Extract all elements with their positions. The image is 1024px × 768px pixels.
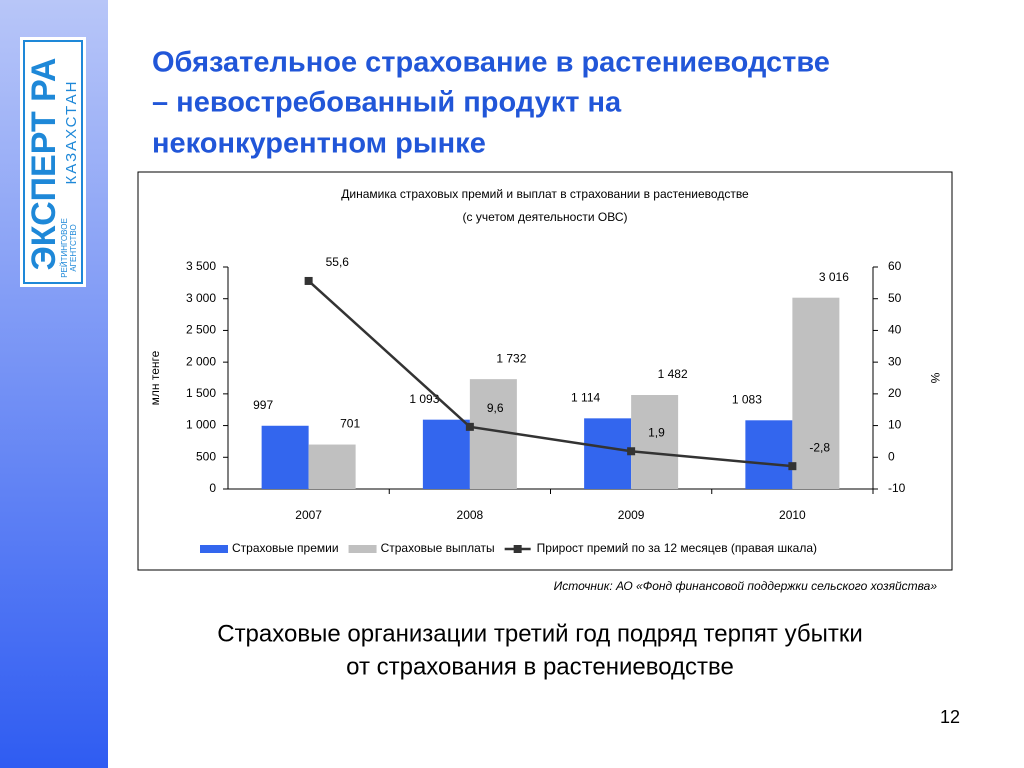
y-axis-label: млн тенге [148, 350, 162, 405]
slide-title: – невостребованный продукт на [152, 87, 622, 119]
logo-tagline: АГЕНТСТВО [69, 224, 78, 271]
y-tick-label: 0 [209, 481, 216, 495]
y-tick-label: 1 500 [186, 386, 216, 400]
chart-subtitle: (с учетом деятельности ОВС) [463, 210, 628, 224]
line-marker [627, 447, 636, 456]
line-value-label: 1,9 [648, 425, 665, 439]
bar [745, 420, 793, 489]
y2-tick-label: 10 [888, 418, 902, 432]
line-marker [788, 462, 797, 471]
chart-title: Динамика страховых премий и выплат в стр… [341, 187, 749, 201]
y-tick-label: 3 000 [186, 291, 216, 305]
x-tick-label: 2008 [457, 508, 484, 522]
bar [792, 297, 840, 489]
source: Источник: АО «Фонд финансовой поддержки … [554, 579, 938, 593]
x-tick-label: 2007 [295, 508, 322, 522]
y-tick-label: 3 500 [186, 259, 216, 273]
slide-title: неконкурентном рынке [152, 128, 486, 160]
y2-tick-label: 50 [888, 291, 902, 305]
x-tick-label: 2010 [779, 508, 806, 522]
y-tick-label: 1 000 [186, 418, 216, 432]
y2-tick-label: -10 [888, 481, 906, 495]
logo-name: ЭКСПЕРТ РА [25, 58, 63, 271]
x-tick-label: 2009 [618, 508, 645, 522]
legend-label: Прирост премий по за 12 месяцев (правая … [537, 541, 817, 555]
y2-tick-label: 30 [888, 354, 902, 368]
legend-label: Страховые выплаты [381, 541, 495, 555]
conclusion: Страховые организации третий год подряд … [217, 620, 863, 647]
bar-value-label: 1 114 [571, 391, 600, 405]
logo-box [20, 37, 86, 287]
bar [469, 379, 517, 489]
y2-axis-label: % [928, 373, 942, 384]
y-tick-label: 2 000 [186, 354, 216, 368]
logo-frame [23, 40, 83, 284]
logo-country: КАЗАХСТАН [63, 80, 80, 185]
slide-title: Обязательное страхование в растениеводст… [152, 47, 830, 79]
line-marker [465, 422, 474, 431]
bar [308, 444, 356, 489]
conclusion: от страхования в растениеводстве [346, 653, 734, 680]
legend-label: Страховые премии [232, 541, 339, 555]
line-value-label: -2,8 [809, 440, 830, 454]
y-tick-label: 500 [196, 449, 216, 463]
legend-swatch [513, 545, 522, 553]
bar-value-label: 3 016 [819, 270, 849, 284]
y2-tick-label: 40 [888, 323, 902, 337]
bar-value-label: 1 482 [658, 367, 688, 381]
bar [584, 418, 632, 489]
bar [631, 394, 679, 489]
legend-swatch [200, 545, 228, 553]
logo-tagline: РЕЙТИНГОВОЕ [60, 218, 69, 278]
y-tick-label: 2 500 [186, 323, 216, 337]
bar-value-label: 1 732 [496, 351, 526, 365]
y2-tick-label: 20 [888, 386, 902, 400]
bar [422, 419, 470, 489]
line-value-label: 55,6 [326, 255, 350, 269]
line-marker [304, 276, 313, 285]
line-value-label: 9,6 [487, 401, 504, 415]
bar [261, 425, 309, 489]
y2-tick-label: 60 [888, 259, 902, 273]
page-number: 12 [940, 707, 960, 727]
bar-value-label: 701 [340, 417, 360, 431]
y2-tick-label: 0 [888, 449, 895, 463]
legend-swatch [348, 545, 377, 553]
bar-value-label: 1 083 [732, 392, 762, 406]
line [307, 280, 793, 468]
bar-value-label: 997 [253, 398, 273, 412]
bar-value-label: 1 093 [409, 392, 439, 406]
